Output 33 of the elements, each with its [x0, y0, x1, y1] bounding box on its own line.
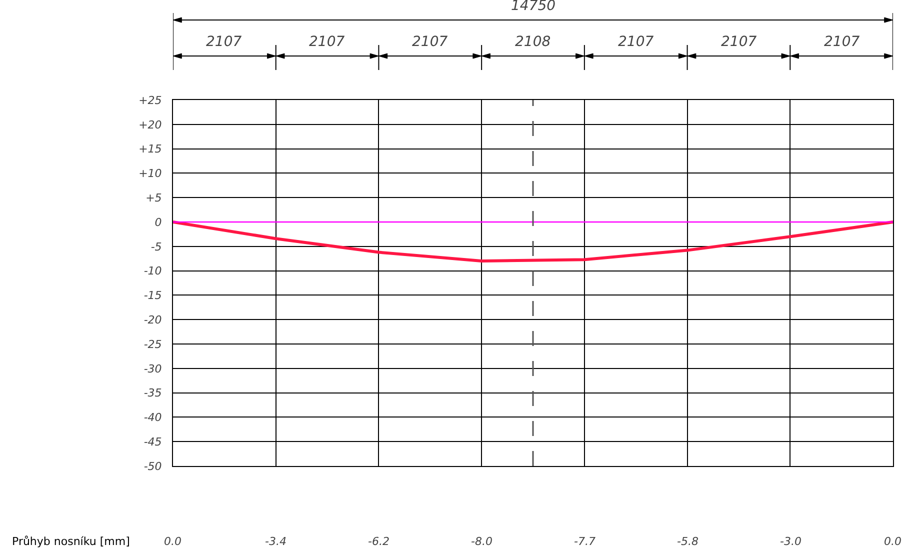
data-label: -5.8 [677, 535, 698, 548]
data-label: 0.0 [164, 535, 182, 548]
y-tick-label: -45 [144, 435, 162, 448]
text: 2107 [618, 34, 654, 50]
y-tick-label: +25 [138, 94, 162, 107]
y-tick-label: -40 [144, 411, 162, 424]
text: 2107 [206, 34, 242, 50]
y-tick-label: -35 [144, 386, 162, 400]
data-label: -3.0 [780, 535, 802, 548]
text: 2107 [412, 34, 448, 50]
data-label: -8.0 [471, 535, 492, 548]
data-label: -7.7 [574, 535, 596, 548]
y-tick-label: -25 [144, 338, 162, 351]
text: Průhyb nosníku [mm] [12, 535, 130, 548]
y-tick-label: -20 [144, 313, 162, 326]
data-label: 0.0 [884, 535, 902, 548]
y-tick-label: +15 [138, 142, 162, 156]
line-series [173, 220, 893, 263]
y-tick-label: -10 [144, 264, 162, 278]
text: 2107 [824, 34, 860, 50]
y-tick-label: +20 [138, 118, 162, 132]
y-tick-label: -15 [144, 289, 162, 302]
data-label: -3.4 [265, 535, 286, 548]
y-tick-label: -50 [144, 460, 162, 473]
y-tick-label: -5 [150, 240, 162, 254]
y-tick-label: +10 [138, 167, 162, 180]
text: 2108 [515, 34, 551, 50]
text: 2107 [721, 34, 757, 50]
data-label: -6.2 [368, 535, 390, 548]
y-tick-label: -30 [144, 362, 162, 376]
y-tick-label: 0 [154, 216, 162, 229]
text: 2107 [309, 34, 345, 50]
y-tick-label: +5 [146, 191, 162, 204]
